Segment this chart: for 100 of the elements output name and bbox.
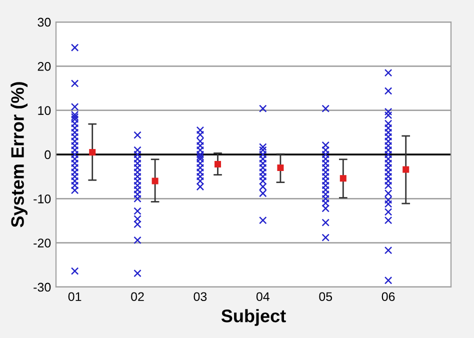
- x-tick-label: 04: [256, 292, 270, 302]
- point: [384, 120, 392, 128]
- point: [384, 182, 392, 190]
- point: [196, 182, 204, 191]
- point: [134, 177, 142, 185]
- point: [70, 102, 79, 111]
- point: [322, 164, 330, 172]
- point: [384, 128, 392, 136]
- point: [196, 164, 204, 172]
- point: [152, 178, 158, 184]
- point: [322, 204, 330, 212]
- point: [134, 131, 142, 139]
- point: [384, 200, 392, 208]
- point: [259, 150, 267, 158]
- point: [196, 177, 204, 185]
- point: [70, 142, 79, 150]
- point: [70, 80, 79, 88]
- point: [322, 146, 330, 154]
- y-axis-title: System Error (%): [10, 82, 28, 228]
- point: [134, 207, 142, 215]
- point: [322, 104, 330, 112]
- point: [134, 159, 142, 168]
- point: [70, 44, 79, 52]
- point: [259, 104, 267, 112]
- point: [70, 150, 79, 158]
- point: [259, 164, 267, 172]
- point: [134, 150, 142, 158]
- point: [322, 159, 330, 168]
- point: [384, 87, 392, 95]
- point: [196, 137, 204, 146]
- point: [322, 168, 330, 176]
- point: [322, 182, 330, 190]
- point: [322, 155, 330, 163]
- point: [70, 159, 79, 168]
- point: [384, 159, 392, 168]
- point: [196, 126, 204, 134]
- point: [384, 137, 392, 146]
- point: [322, 218, 330, 226]
- point: [70, 168, 79, 176]
- point: [259, 189, 267, 198]
- point: [322, 199, 330, 207]
- point: [384, 177, 392, 185]
- point: [70, 120, 79, 128]
- point: [259, 172, 267, 180]
- point: [196, 159, 204, 168]
- point: [322, 190, 330, 198]
- y-tick-label: 0: [44, 150, 51, 160]
- point: [89, 149, 96, 156]
- point: [384, 124, 392, 132]
- point: [134, 220, 142, 228]
- point: [196, 172, 204, 180]
- point: [259, 155, 267, 163]
- point: [196, 150, 204, 158]
- y-tick-label: -30: [34, 282, 51, 292]
- point: [322, 186, 330, 194]
- y-tick-label: 20: [38, 62, 51, 71]
- point: [134, 146, 142, 154]
- point: [70, 155, 79, 163]
- point: [322, 177, 330, 185]
- point: [277, 164, 284, 172]
- point: [70, 124, 79, 132]
- point: [196, 152, 204, 161]
- point: [196, 168, 204, 176]
- point: [196, 155, 204, 163]
- point: [134, 182, 142, 190]
- x-axis-title: Subject: [221, 309, 286, 326]
- point: [259, 216, 267, 224]
- point: [70, 186, 79, 194]
- y-tick-label: 30: [38, 18, 51, 27]
- point: [384, 172, 392, 180]
- point: [134, 164, 142, 172]
- point: [196, 130, 204, 139]
- point: [70, 132, 79, 141]
- point: [384, 68, 392, 77]
- point: [340, 175, 346, 182]
- point: [134, 155, 142, 163]
- point: [259, 168, 267, 176]
- point: [384, 246, 392, 254]
- point: [384, 216, 392, 224]
- point: [70, 113, 79, 121]
- x-tick-label: 05: [319, 292, 332, 302]
- point: [70, 146, 79, 154]
- point: [384, 132, 392, 141]
- point: [384, 111, 392, 120]
- x-tick-label: 02: [131, 292, 144, 302]
- point: [70, 128, 79, 136]
- point: [70, 137, 79, 146]
- x-tick-label: 01: [68, 292, 82, 302]
- point: [196, 146, 204, 154]
- point: [134, 215, 142, 223]
- point: [384, 208, 392, 216]
- point: [70, 177, 79, 185]
- point: [134, 172, 142, 180]
- point: [384, 155, 392, 163]
- point: [134, 190, 142, 198]
- point: [259, 159, 267, 168]
- point: [384, 196, 392, 204]
- point: [384, 189, 392, 198]
- point: [322, 234, 330, 242]
- point: [384, 164, 392, 172]
